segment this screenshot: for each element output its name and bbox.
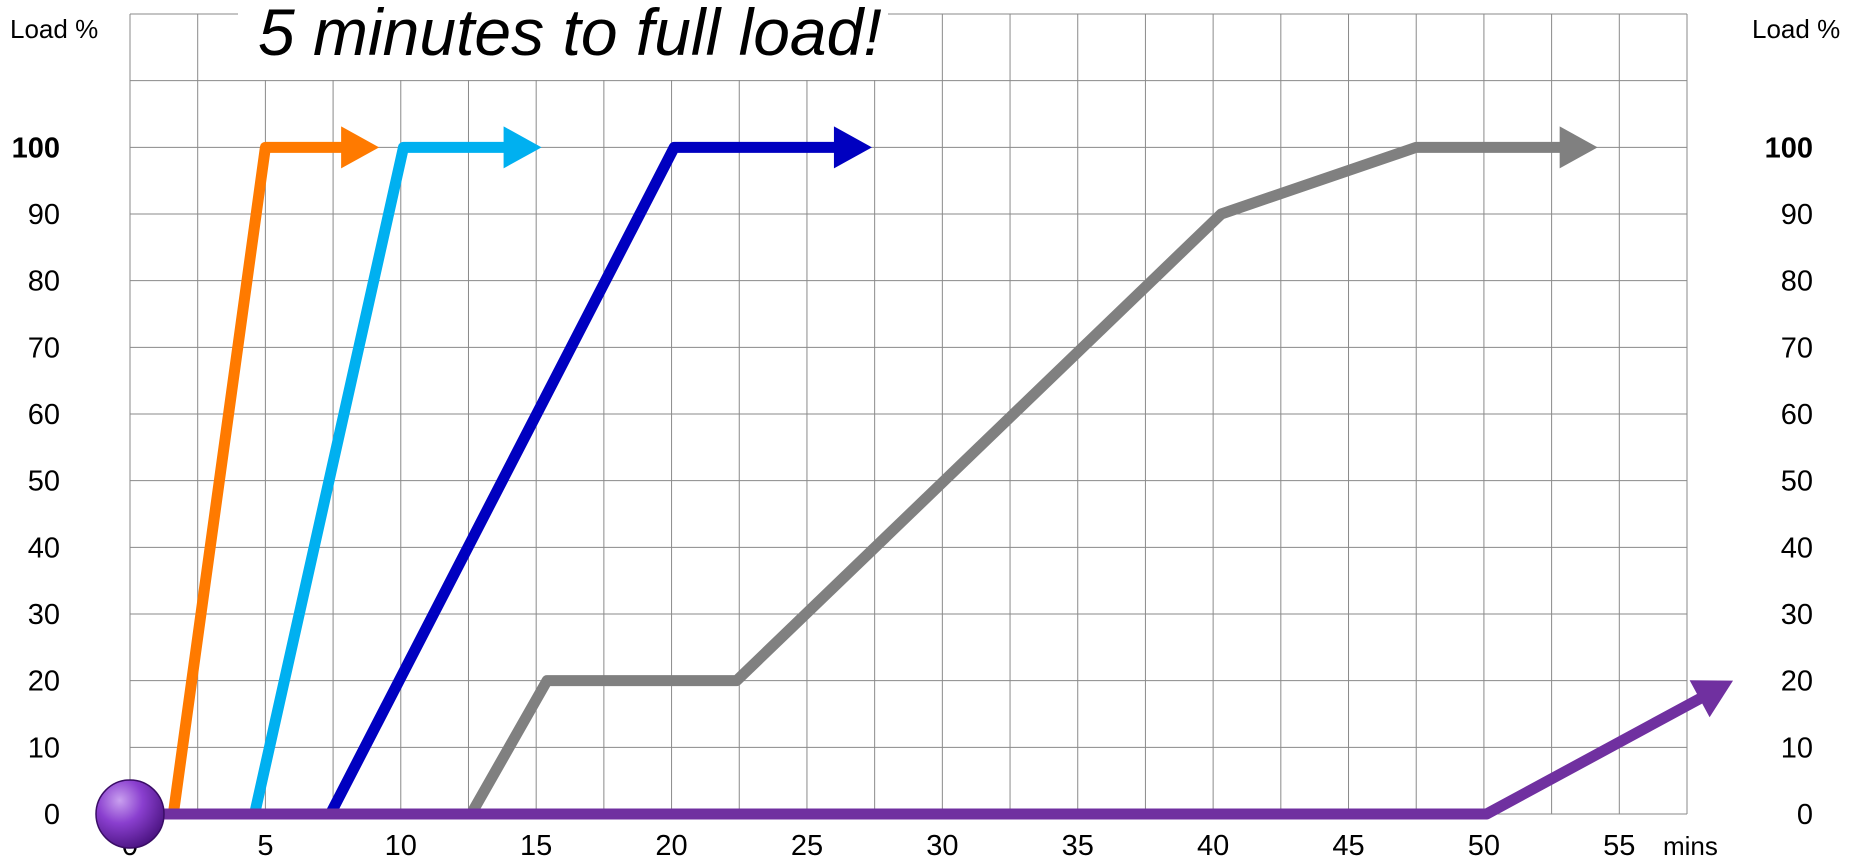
y-tick-label-left: 10 [28, 732, 60, 764]
series-arrowhead-4 [1559, 126, 1598, 169]
series-line-1 [167, 141, 344, 815]
y-tick-label-left: 90 [28, 199, 60, 231]
x-tick-label: 15 [520, 830, 552, 856]
x-tick-label: 10 [385, 830, 417, 856]
title-background [238, 0, 888, 80]
x-tick-label: 55 [1603, 830, 1635, 856]
y-tick-label-right: 30 [1781, 599, 1813, 631]
x-tick-label: 25 [791, 830, 823, 856]
x-tick-label: 45 [1332, 830, 1364, 856]
y-ticks-left: 0 10 20 30 40 50 60 70 80 90 100 [12, 132, 60, 831]
x-tick-label: 20 [655, 830, 687, 856]
y-ticks-right: 0 10 20 30 40 50 60 70 80 90 100 [1765, 132, 1813, 831]
y-axis-title-right: Load % [1752, 14, 1840, 44]
series-line-3 [325, 141, 836, 817]
x-tick-label: 40 [1197, 830, 1229, 856]
chart-title: 5 minutes to full load! [258, 0, 882, 69]
y-axis-title-left: Load % [10, 14, 98, 44]
y-tick-label-right: 10 [1781, 732, 1813, 764]
y-tick-label-left: 80 [28, 266, 60, 298]
y-tick-label-left: 40 [28, 532, 60, 564]
y-tick-label-left: 0 [44, 799, 60, 831]
series-arrowhead-3 [833, 126, 872, 169]
start-marker-ball [95, 779, 165, 849]
series-line-4 [466, 141, 1562, 817]
x-tick-label: 35 [1062, 830, 1094, 856]
y-tick-label-right: 90 [1781, 199, 1813, 231]
y-tick-label-right: 0 [1797, 799, 1813, 831]
y-tick-label-left: 100 [12, 132, 60, 164]
y-tick-label-right: 100 [1765, 132, 1813, 164]
grid [129, 13, 1688, 815]
y-tick-label-right: 50 [1781, 466, 1813, 498]
series-arrowhead-2 [503, 126, 542, 169]
y-tick-label-right: 40 [1781, 532, 1813, 564]
start-marker [95, 779, 165, 849]
y-tick-label-left: 20 [28, 666, 60, 698]
x-tick-label: 30 [926, 830, 958, 856]
y-tick-label-right: 20 [1781, 666, 1813, 698]
y-tick-label-right: 70 [1781, 332, 1813, 364]
y-tick-label-left: 30 [28, 599, 60, 631]
series-lines [130, 126, 1734, 820]
series-arrowhead-5 [1689, 680, 1734, 718]
x-tick-label: 50 [1468, 830, 1500, 856]
series-line-5 [130, 692, 1704, 820]
y-tick-label-left: 70 [28, 332, 60, 364]
series-arrowhead-1 [341, 126, 380, 169]
x-axis-title: mins [1663, 831, 1718, 856]
y-tick-label-left: 50 [28, 466, 60, 498]
y-tick-label-left: 60 [28, 399, 60, 431]
y-tick-label-right: 80 [1781, 266, 1813, 298]
y-tick-label-right: 60 [1781, 399, 1813, 431]
x-tick-label: 5 [257, 830, 273, 856]
